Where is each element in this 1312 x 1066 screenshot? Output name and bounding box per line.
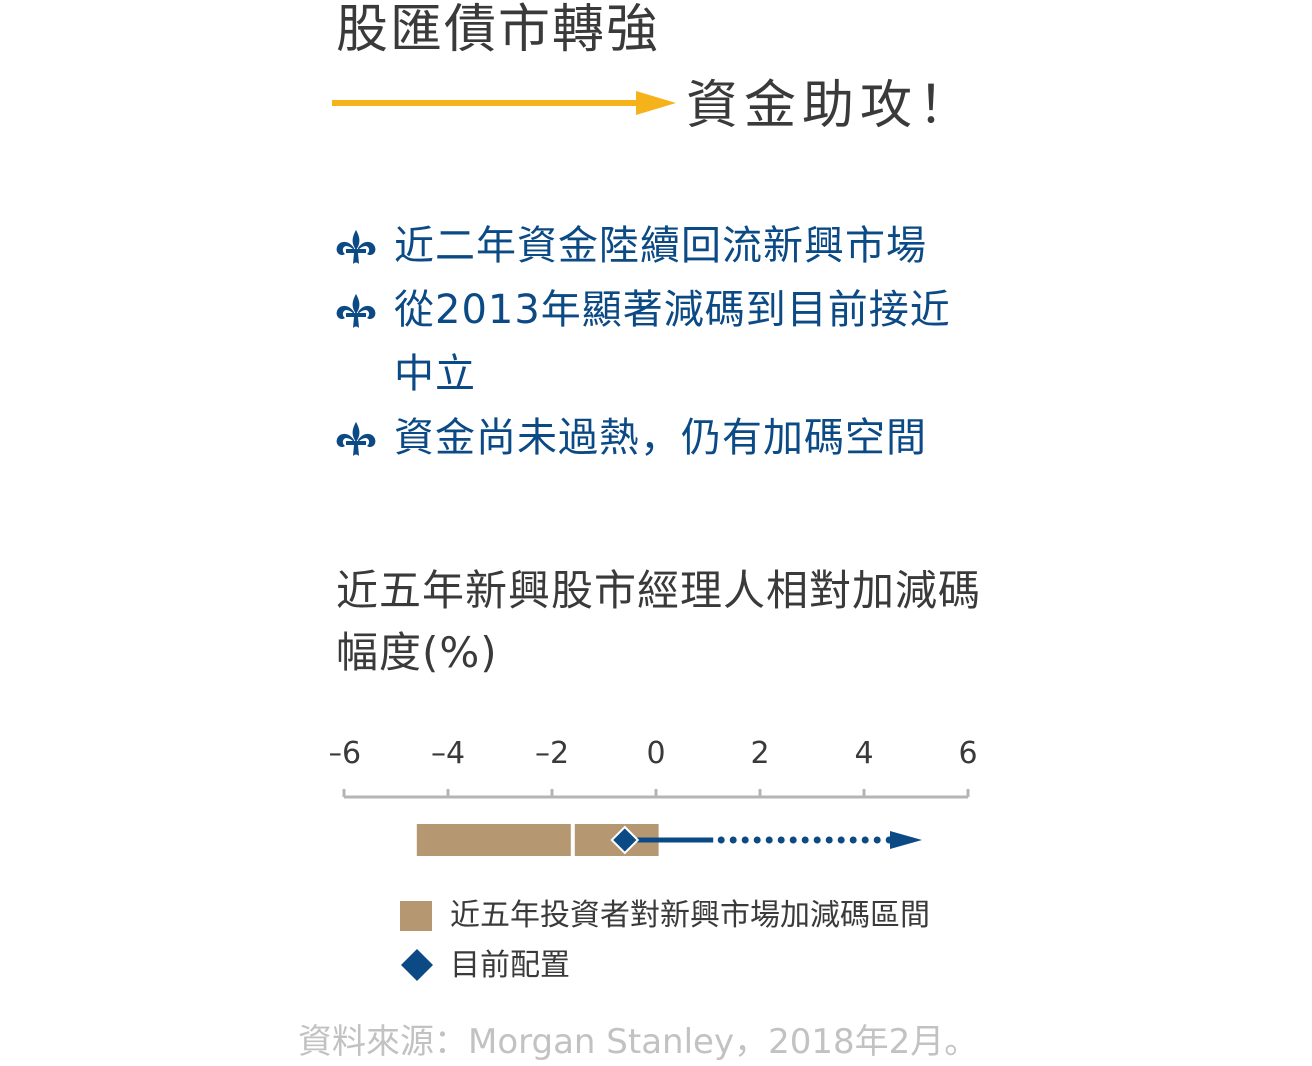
legend-swatch-range <box>400 901 432 931</box>
fleur-de-lis-icon <box>336 422 376 456</box>
headline-arrow-icon <box>332 91 676 115</box>
headline-line2: 資金助攻！ <box>686 76 977 136</box>
bullet-text: 從2013年顯著減碼到目前接近中立 <box>394 287 951 397</box>
bullet-item: 近二年資金陸續回流新興市場 <box>334 214 984 278</box>
chart-title: 近五年新興股市經理人相對加減碼幅度(%) <box>336 566 982 677</box>
bullet-item: 從2013年顯著減碼到目前接近中立 <box>334 278 984 406</box>
x-tick-label: –4 <box>431 736 465 771</box>
chart-legend: 近五年投資者對新興市場加減碼區間 目前配置 <box>398 894 930 994</box>
fleur-de-lis-icon <box>336 230 376 264</box>
x-tick-label: 6 <box>958 736 977 771</box>
legend-item-current: 目前配置 <box>398 944 930 994</box>
legend-label-current: 目前配置 <box>450 948 570 983</box>
bullet-item: 資金尚未過熱，仍有加碼空間 <box>334 406 984 470</box>
bullet-text: 近二年資金陸續回流新興市場 <box>394 223 927 269</box>
headline-line1: 股匯債市轉強 <box>336 0 661 60</box>
trend-arrowhead <box>890 831 922 849</box>
legend-item-range: 近五年投資者對新興市場加減碼區間 <box>398 894 930 944</box>
source-note: 資料來源：Morgan Stanley，2018年2月。 <box>298 1022 979 1062</box>
bullet-text: 資金尚未過熱，仍有加碼空間 <box>394 415 927 461</box>
range-chart: –6 –4 –2 0 2 4 6 <box>330 736 978 856</box>
x-tick-label: 2 <box>750 736 769 771</box>
x-tick-label: 0 <box>646 736 665 771</box>
range-bar-segment <box>416 824 571 856</box>
bullet-list: 近二年資金陸續回流新興市場 從2013年顯著減碼到目前接近中立 資金尚未過熱，仍… <box>334 214 984 470</box>
x-tick-label: 4 <box>854 736 873 771</box>
fleur-de-lis-icon <box>336 294 376 328</box>
x-tick-label: –2 <box>535 736 569 771</box>
x-tick-label: –6 <box>330 736 361 771</box>
current-position-marker <box>610 825 640 855</box>
diamond-icon <box>401 949 433 981</box>
legend-label-range: 近五年投資者對新興市場加減碼區間 <box>450 898 930 933</box>
